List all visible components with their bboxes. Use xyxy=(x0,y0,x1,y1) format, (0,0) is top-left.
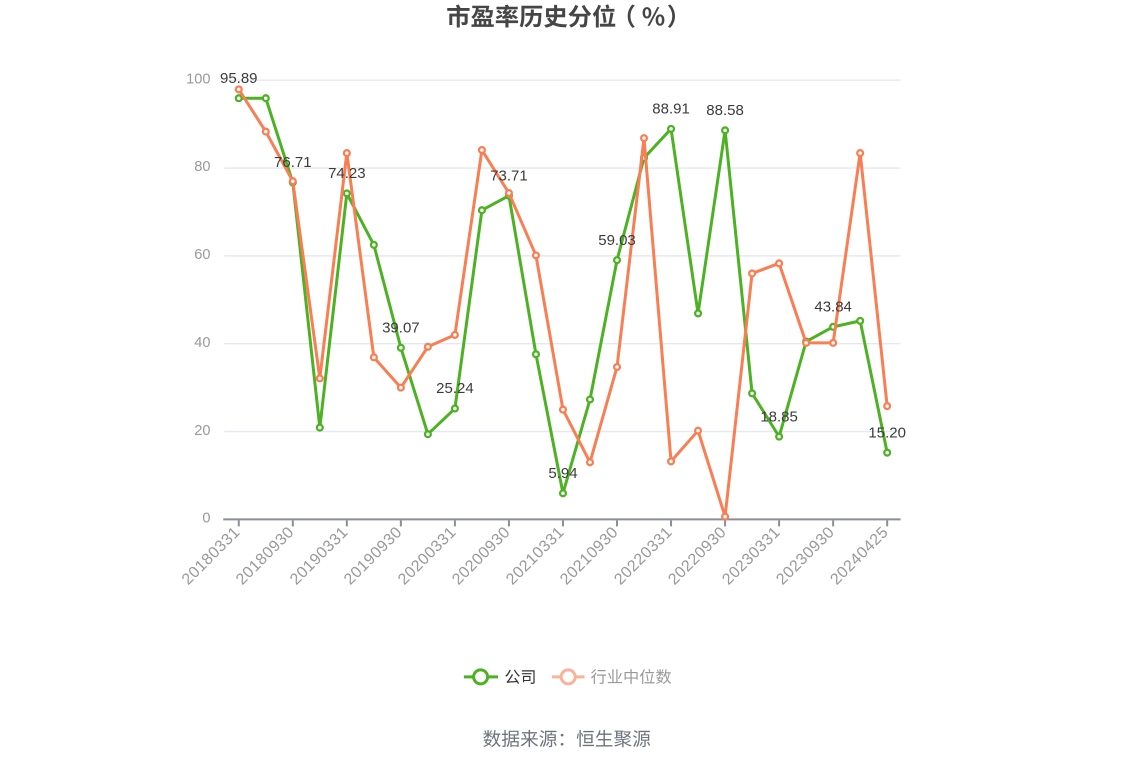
svg-text:0: 0 xyxy=(202,511,210,527)
svg-text:59.03: 59.03 xyxy=(598,232,636,249)
svg-text:76.71: 76.71 xyxy=(274,154,312,171)
svg-text:74.23: 74.23 xyxy=(328,165,366,182)
svg-text:15.20: 15.20 xyxy=(868,424,906,441)
svg-text:100: 100 xyxy=(186,71,210,87)
svg-text:43.84: 43.84 xyxy=(814,299,852,316)
svg-text:73.71: 73.71 xyxy=(490,167,528,184)
svg-text:18.85: 18.85 xyxy=(760,408,798,425)
svg-text:39.07: 39.07 xyxy=(382,320,420,337)
svg-text:88.91: 88.91 xyxy=(652,101,690,118)
svg-text:80: 80 xyxy=(194,159,210,175)
svg-text:5.94: 5.94 xyxy=(548,465,577,482)
svg-text:60: 60 xyxy=(194,247,210,263)
svg-text:88.58: 88.58 xyxy=(706,102,744,119)
svg-text:40: 40 xyxy=(194,335,210,351)
svg-text:25.24: 25.24 xyxy=(436,380,474,397)
svg-text:20: 20 xyxy=(194,423,210,439)
svg-text:95.89: 95.89 xyxy=(220,70,258,87)
